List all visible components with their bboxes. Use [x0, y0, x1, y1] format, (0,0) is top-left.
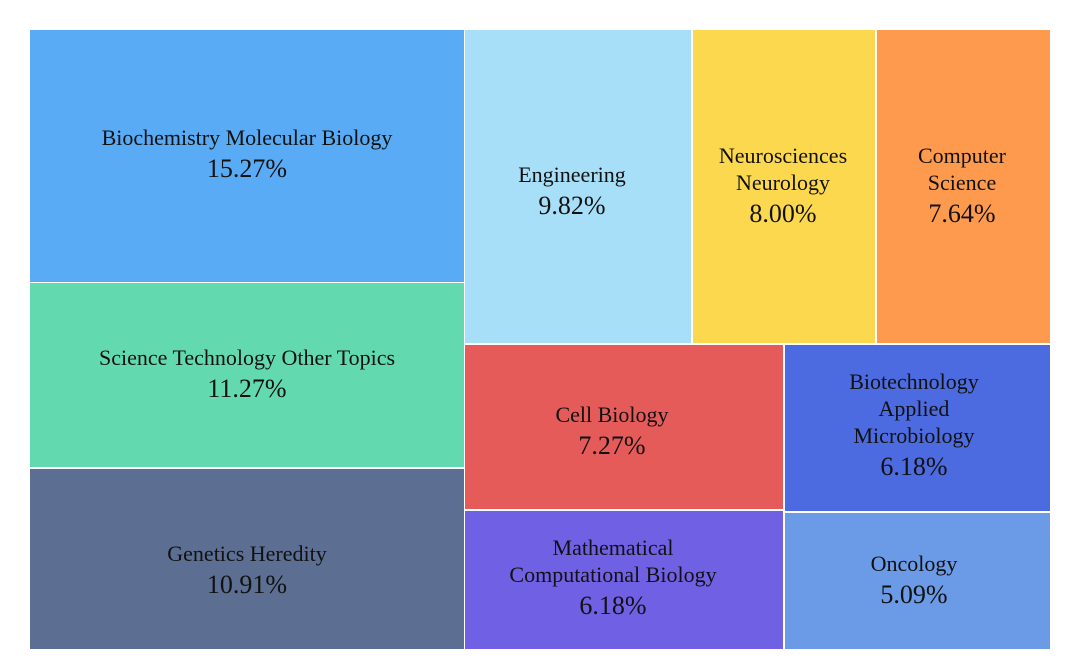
- treemap-label: Neurosciences: [719, 143, 847, 168]
- treemap-value-label: 15.27%: [207, 154, 287, 183]
- treemap-label: Computational Biology: [509, 562, 716, 587]
- treemap-rect-cell-biology: [465, 345, 783, 509]
- treemap-cell-science-technology-other-topics: Science Technology Other Topics 11.27%: [30, 283, 464, 467]
- treemap-rect-science-technology-other-topics: [30, 283, 464, 467]
- treemap-value-label: 6.18%: [579, 591, 646, 620]
- treemap-value-label: 8.00%: [749, 199, 816, 228]
- treemap-label: Science: [928, 170, 996, 195]
- treemap-value-label: 9.82%: [538, 191, 605, 220]
- treemap-label: Microbiology: [854, 423, 975, 448]
- treemap-cell-engineering: Engineering 9.82%: [465, 30, 691, 343]
- treemap-value-label: 7.27%: [578, 431, 645, 460]
- treemap-value-label: 6.18%: [880, 452, 947, 481]
- treemap-rect-biotechnology-applied-microbiology: [785, 345, 1050, 511]
- treemap-label: Cell Biology: [555, 402, 668, 427]
- treemap-label: Genetics Heredity: [167, 541, 326, 566]
- treemap-value-label: 10.91%: [207, 570, 287, 599]
- treemap-cell-genetics-heredity: Genetics Heredity 10.91%: [30, 469, 464, 649]
- treemap-rect-biochemistry-molecular-biology: [30, 30, 464, 282]
- treemap-rect-computer-science: [877, 30, 1050, 343]
- treemap-cell-biochemistry-molecular-biology: Biochemistry Molecular Biology 15.27%: [30, 30, 464, 282]
- treemap-rect-genetics-heredity: [30, 469, 464, 649]
- treemap-value-label: 11.27%: [207, 374, 286, 403]
- treemap-value-label: 7.64%: [928, 199, 995, 228]
- treemap-cell-oncology: Oncology 5.09%: [785, 513, 1050, 649]
- treemap-label: Biochemistry Molecular Biology: [102, 125, 393, 150]
- treemap-label: Computer: [918, 143, 1007, 168]
- treemap-label: Oncology: [871, 551, 958, 576]
- treemap-label: Engineering: [518, 162, 626, 187]
- treemap-rect-engineering: [465, 30, 691, 343]
- treemap-value-label: 5.09%: [880, 580, 947, 609]
- treemap-label: Mathematical: [553, 535, 674, 560]
- treemap-label: Applied: [879, 396, 950, 421]
- treemap-rect-oncology: [785, 513, 1050, 649]
- treemap-label: Neurology: [736, 170, 830, 195]
- treemap-rect-neurosciences-neurology: [693, 30, 875, 343]
- treemap-rect-mathematical-computational-biology: [465, 511, 783, 649]
- treemap-label: Biotechnology: [849, 369, 979, 394]
- treemap-cell-cell-biology: Cell Biology 7.27%: [465, 345, 783, 509]
- treemap-label: Science Technology Other Topics: [99, 345, 395, 370]
